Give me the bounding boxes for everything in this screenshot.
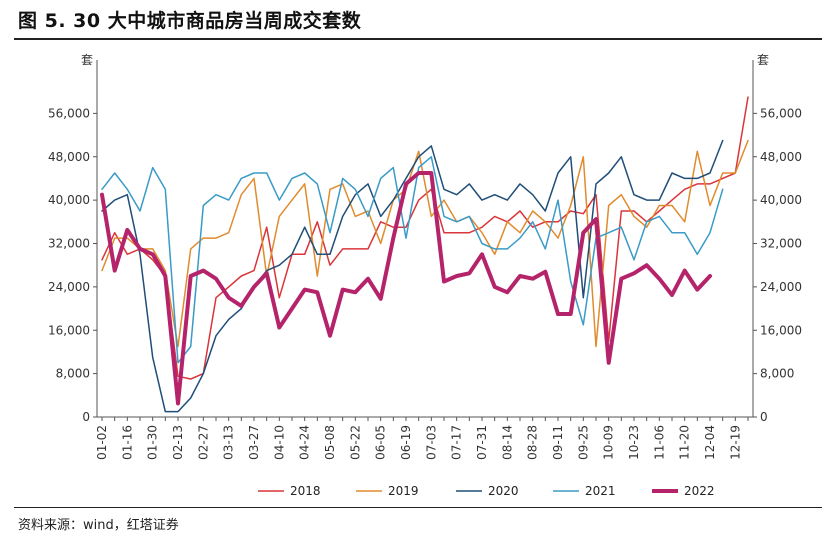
title-rule: [14, 38, 822, 40]
x-tick-label: 02-13: [171, 425, 185, 460]
y-tick-label-left: 0: [82, 410, 90, 424]
x-tick-label: 10-09: [602, 425, 616, 460]
y-tick-label-right: 32,000: [760, 237, 802, 251]
y-tick-label-right: 56,000: [760, 106, 802, 120]
y-tick-label-right: 0: [760, 410, 768, 424]
x-tick-label: 07-03: [424, 425, 438, 460]
x-tick-label: 05-22: [348, 425, 362, 460]
figure-title: 图 5. 30 大中城市商品房当周成交套数: [18, 10, 362, 32]
x-tick-label: 12-04: [703, 425, 717, 460]
series-line-2021: [101, 156, 724, 364]
x-tick-label: 06-05: [374, 425, 388, 460]
y-tick-label-left: 32,000: [48, 237, 90, 251]
series-line-2018: [101, 96, 749, 380]
legend-label-2022: 2022: [684, 484, 715, 498]
y-tick-label-left: 48,000: [48, 150, 90, 164]
source-rule: [14, 507, 822, 508]
x-tick-label: 04-10: [272, 425, 286, 460]
x-tick-label: 11-20: [678, 425, 692, 460]
x-tick-label: 05-08: [323, 425, 337, 460]
y-tick-label-right: 16,000: [760, 323, 802, 337]
y-tick-label-left: 16,000: [48, 323, 90, 337]
x-tick-label: 01-30: [146, 425, 160, 460]
legend-label-2021: 2021: [585, 484, 616, 498]
series-line-2022: [100, 171, 712, 406]
y-tick-label-right: 40,000: [760, 193, 802, 207]
x-tick-label: 01-16: [120, 425, 134, 460]
y-tick-label-right: 24,000: [760, 280, 802, 294]
x-tick-label: 08-28: [526, 425, 540, 460]
series-line-2019: [101, 139, 749, 348]
chart-series: [100, 96, 749, 413]
y-unit-right: 套: [757, 53, 769, 67]
legend-label-2020: 2020: [488, 484, 519, 498]
series-line-2020: [101, 139, 724, 413]
y-tick-label-right: 48,000: [760, 150, 802, 164]
y-tick-label-left: 40,000: [48, 193, 90, 207]
line-chart: 套 套 0 0 8,000 8,000 16,000 16,000 24,000 24,000 32…: [48, 53, 802, 498]
x-tick-label: 11-06: [652, 425, 666, 460]
chart-axes: 套 套 0 0 8,000 8,000 16,000 16,000 24,000 24,000 32…: [48, 53, 802, 460]
x-tick-label: 07-17: [450, 425, 464, 460]
source-note: 资料来源：wind，红塔证券: [18, 518, 179, 533]
legend-label-2018: 2018: [290, 484, 321, 498]
chart-legend: 2018 2019 2020 2021 2022: [258, 484, 715, 498]
x-tick-label: 01-02: [95, 425, 109, 460]
x-tick-label: 09-11: [551, 425, 565, 460]
y-tick-label-left: 24,000: [48, 280, 90, 294]
legend-label-2019: 2019: [388, 484, 419, 498]
x-tick-label: 03-13: [222, 425, 236, 460]
y-tick-label-right: 8,000: [760, 367, 794, 381]
x-tick-label: 09-25: [576, 425, 590, 460]
x-tick-label: 12-19: [728, 425, 742, 460]
x-tick-label: 10-23: [627, 425, 641, 460]
x-tick-label: 03-27: [247, 425, 261, 460]
y-tick-label-left: 8,000: [56, 367, 90, 381]
x-tick-label: 06-19: [399, 425, 413, 460]
x-tick-label: 08-14: [500, 425, 514, 460]
y-tick-label-left: 56,000: [48, 106, 90, 120]
x-tick-label: 02-27: [196, 425, 210, 460]
y-unit-left: 套: [81, 53, 93, 67]
x-tick-label: 04-24: [298, 425, 312, 460]
x-tick-label: 07-31: [475, 425, 489, 460]
